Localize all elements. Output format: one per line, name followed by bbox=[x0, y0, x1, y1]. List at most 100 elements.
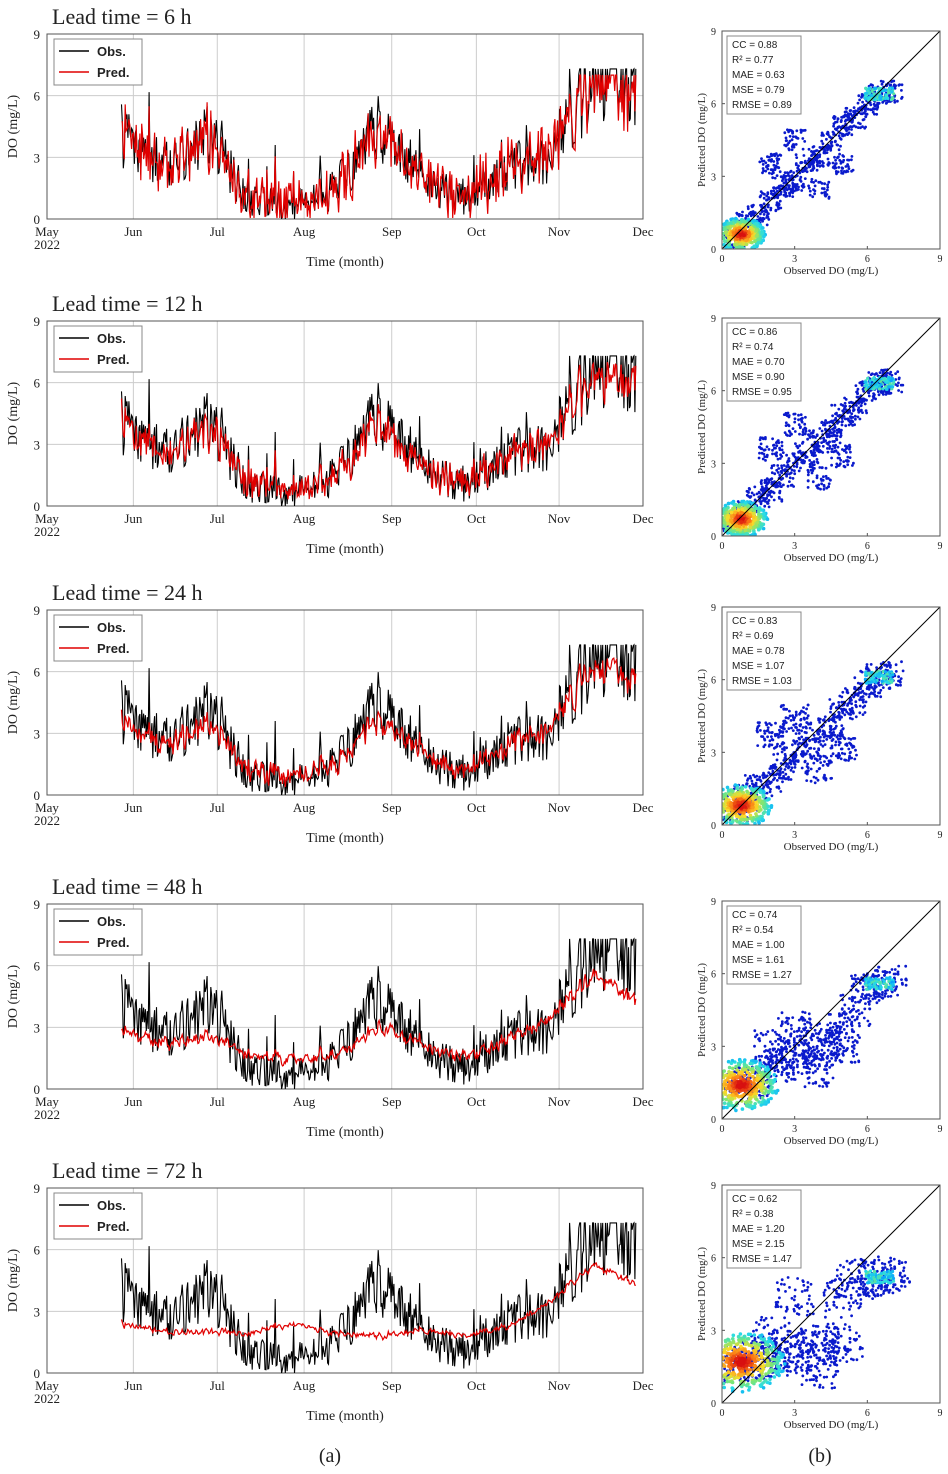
data-point bbox=[859, 409, 862, 413]
data-point bbox=[822, 739, 825, 743]
data-point bbox=[792, 171, 796, 175]
data-point bbox=[846, 163, 849, 166]
x-tick-label: 6 bbox=[865, 254, 870, 265]
data-point bbox=[829, 705, 833, 708]
data-point bbox=[812, 775, 816, 779]
data-point bbox=[779, 767, 783, 771]
x-tick-label: May bbox=[35, 511, 59, 526]
data-point bbox=[834, 754, 838, 758]
data-point bbox=[814, 436, 817, 439]
data-point bbox=[860, 1011, 864, 1015]
data-point bbox=[843, 401, 847, 405]
data-point bbox=[842, 464, 846, 468]
data-point bbox=[876, 101, 879, 105]
data-point bbox=[793, 412, 797, 416]
data-point bbox=[837, 414, 841, 418]
data-point bbox=[781, 742, 784, 746]
data-point bbox=[838, 131, 842, 135]
data-point bbox=[775, 481, 779, 485]
data-point bbox=[828, 730, 832, 734]
data-point-dense bbox=[762, 517, 766, 521]
data-point-dense bbox=[730, 514, 734, 519]
data-point bbox=[811, 145, 815, 149]
data-point bbox=[797, 164, 800, 168]
data-point bbox=[813, 184, 817, 188]
pred-series-line bbox=[121, 968, 637, 1067]
data-point bbox=[834, 158, 837, 162]
data-point bbox=[826, 1023, 830, 1027]
data-point bbox=[786, 484, 790, 488]
data-point-dense bbox=[722, 509, 725, 514]
data-point bbox=[779, 478, 783, 481]
data-point bbox=[765, 198, 769, 202]
data-point-dense bbox=[750, 533, 754, 536]
x-tick-label: Dec bbox=[633, 224, 654, 239]
data-point-dense bbox=[754, 222, 758, 226]
data-point bbox=[887, 664, 891, 667]
data-point bbox=[789, 768, 793, 772]
data-point bbox=[778, 744, 782, 748]
data-point bbox=[776, 464, 780, 467]
data-point bbox=[785, 1071, 789, 1075]
data-point bbox=[810, 177, 814, 181]
data-point bbox=[803, 177, 807, 181]
data-point bbox=[881, 390, 885, 394]
data-point bbox=[764, 721, 768, 725]
data-point bbox=[854, 700, 858, 704]
one-to-one-line bbox=[721, 317, 941, 537]
data-point bbox=[813, 189, 817, 193]
data-point bbox=[860, 95, 863, 99]
data-point bbox=[823, 422, 827, 426]
data-point bbox=[849, 400, 853, 404]
data-point bbox=[820, 482, 823, 486]
data-point bbox=[850, 128, 853, 131]
stat-line: R² = 0.69 bbox=[732, 631, 774, 642]
data-point-dense bbox=[722, 787, 725, 792]
data-point bbox=[763, 448, 767, 452]
data-point bbox=[764, 783, 768, 787]
data-point bbox=[815, 769, 819, 773]
data-point bbox=[779, 206, 783, 210]
data-point bbox=[837, 715, 841, 719]
data-point bbox=[833, 426, 836, 430]
data-point bbox=[849, 109, 853, 112]
data-point bbox=[810, 180, 813, 184]
data-point bbox=[897, 389, 900, 392]
data-point bbox=[765, 729, 769, 733]
data-point bbox=[872, 107, 875, 110]
data-point bbox=[807, 147, 811, 151]
data-point bbox=[838, 441, 842, 445]
data-point bbox=[821, 764, 825, 767]
data-point-dense bbox=[760, 230, 765, 234]
data-point bbox=[847, 1036, 851, 1040]
data-point bbox=[861, 695, 865, 698]
data-point bbox=[818, 757, 822, 761]
data-point bbox=[769, 787, 772, 791]
data-point bbox=[773, 166, 777, 170]
data-point bbox=[811, 469, 815, 472]
data-point bbox=[788, 434, 792, 437]
legend-box bbox=[53, 325, 143, 373]
data-point bbox=[867, 394, 871, 398]
data-point bbox=[841, 404, 845, 407]
data-point bbox=[779, 453, 782, 457]
data-point bbox=[847, 1007, 851, 1010]
data-point bbox=[790, 1027, 793, 1031]
data-point bbox=[792, 760, 796, 764]
x-tick-label: Aug bbox=[293, 224, 316, 239]
chart-title: Lead time = 24 h bbox=[52, 580, 202, 605]
data-point bbox=[787, 778, 791, 781]
data-point bbox=[815, 484, 818, 488]
data-point bbox=[840, 724, 844, 727]
data-point bbox=[854, 384, 858, 387]
data-point bbox=[796, 1065, 799, 1069]
data-point bbox=[779, 734, 783, 738]
data-point bbox=[850, 974, 853, 978]
data-point bbox=[857, 401, 861, 405]
data-point bbox=[811, 195, 815, 199]
data-point bbox=[802, 185, 806, 189]
data-point-dense bbox=[747, 800, 752, 804]
legend-label-pred: Pred. bbox=[97, 641, 130, 656]
data-point bbox=[843, 737, 847, 741]
